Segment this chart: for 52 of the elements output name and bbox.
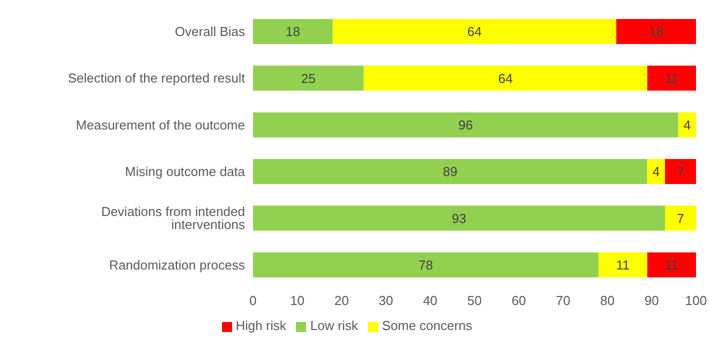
data-label: 89 (442, 164, 458, 180)
x-tick-label: 90 (644, 293, 659, 308)
x-tick-label: 30 (378, 293, 394, 308)
data-label: 7 (676, 210, 684, 226)
y-tick-label: Measurement of the outcome (76, 117, 245, 132)
y-tick-label: Randomization process (109, 257, 246, 272)
x-tick-label: 10 (290, 293, 305, 308)
data-label: 4 (652, 164, 660, 180)
x-tick-label: 100 (685, 293, 707, 308)
bar (253, 159, 648, 184)
data-label: 11 (616, 257, 630, 272)
y-tick-label: Selection of the reported result (68, 70, 246, 86)
bar (364, 66, 648, 91)
data-label: 11 (664, 257, 678, 272)
data-label: 25 (301, 70, 316, 86)
data-label: 11 (664, 70, 678, 86)
data-label: 96 (458, 117, 473, 132)
data-label: 18 (286, 24, 300, 40)
bar (253, 19, 333, 44)
y-tick-label: Overall Bias (174, 24, 246, 39)
bar (647, 159, 665, 184)
data-label: 93 (452, 210, 466, 226)
data-label: 64 (498, 70, 513, 86)
x-tick-label: 50 (467, 293, 482, 308)
legend-label: High risk (236, 318, 286, 333)
bar (253, 206, 665, 231)
data-label: 7 (676, 164, 684, 180)
bar (678, 112, 696, 138)
data-label: 78 (418, 257, 434, 272)
bar (253, 66, 364, 91)
y-tick-label: Mising outcome data (125, 164, 246, 179)
bar (664, 206, 696, 231)
x-tick-label: 0 (249, 293, 257, 308)
bar (664, 159, 696, 184)
x-tick-label: 80 (600, 293, 615, 308)
data-label: 18 (648, 24, 664, 40)
bar (647, 252, 696, 278)
bar (332, 19, 616, 44)
bar (253, 252, 599, 278)
x-tick-label: 40 (422, 293, 438, 308)
x-tick-label: 20 (334, 293, 349, 308)
data-label: 4 (684, 117, 691, 132)
x-tick-label: 70 (556, 293, 570, 308)
legend-label: Some concerns (382, 318, 472, 333)
bar (598, 252, 648, 278)
y-tick-label: Deviations from intended interventions (101, 204, 246, 232)
bar (253, 112, 678, 138)
legend-label: Low risk (310, 318, 358, 333)
x-tick-label: 60 (512, 293, 526, 308)
bar (647, 66, 696, 91)
data-label: 64 (467, 24, 482, 40)
bar (616, 19, 696, 44)
